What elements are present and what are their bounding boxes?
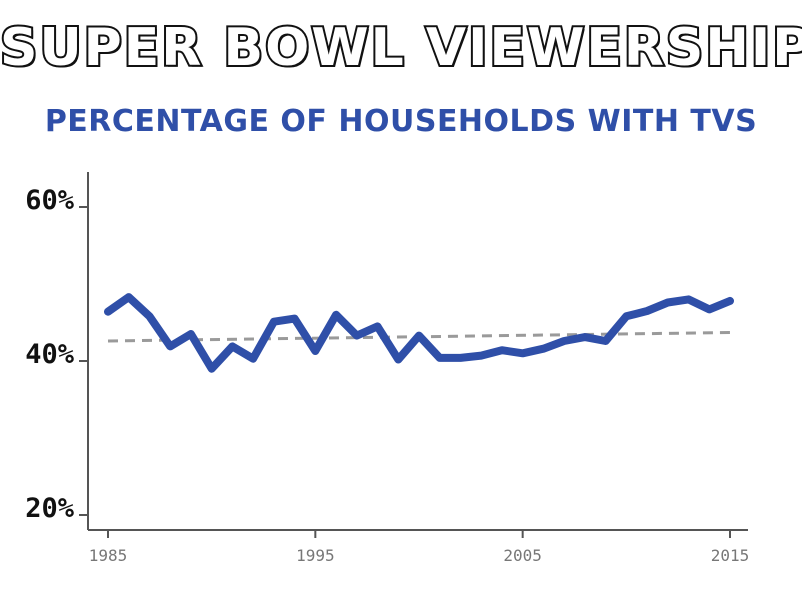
data-point bbox=[541, 346, 546, 351]
y-tick-label: 60% bbox=[25, 185, 75, 216]
series-group bbox=[104, 293, 734, 373]
y-tick-label: 40% bbox=[25, 339, 75, 370]
chart-subtitle: PERCENTAGE OF HOUSEHOLDS WITH TVS bbox=[44, 104, 758, 139]
data-point bbox=[437, 355, 442, 360]
y-tick-label: 20% bbox=[25, 493, 75, 524]
data-point bbox=[603, 338, 608, 343]
data-point bbox=[354, 333, 359, 338]
data-point bbox=[106, 309, 110, 314]
data-point bbox=[375, 324, 380, 329]
data-point bbox=[417, 333, 421, 338]
data-point bbox=[562, 338, 567, 343]
data-point bbox=[334, 312, 339, 317]
x-tick-label: 2005 bbox=[503, 546, 542, 565]
x-tick-label: 1985 bbox=[89, 546, 128, 565]
data-point bbox=[230, 344, 235, 349]
data-point bbox=[396, 357, 401, 362]
data-point bbox=[126, 295, 131, 300]
data-point bbox=[520, 351, 525, 356]
axis-ticks: 20% 40% 60% 1985 1995 2005 2015 bbox=[25, 185, 749, 565]
data-point bbox=[624, 314, 629, 319]
data-point bbox=[582, 335, 587, 340]
x-tick-label: 1995 bbox=[296, 546, 335, 565]
data-point bbox=[147, 314, 152, 319]
x-tick-label: 2015 bbox=[711, 546, 750, 565]
data-point bbox=[271, 319, 276, 324]
data-point bbox=[251, 356, 256, 361]
data-point bbox=[707, 307, 712, 312]
data-point bbox=[728, 298, 732, 303]
chart-title: SUPER BOWL VIEWERSHIP bbox=[0, 16, 802, 80]
data-point bbox=[479, 353, 484, 358]
data-point bbox=[188, 332, 193, 337]
data-point bbox=[686, 297, 691, 302]
data-point bbox=[645, 308, 650, 313]
data-point bbox=[458, 355, 463, 360]
data-point bbox=[209, 366, 214, 371]
data-point bbox=[499, 348, 504, 353]
data-point bbox=[168, 344, 173, 349]
data-point bbox=[292, 316, 297, 321]
data-point bbox=[313, 348, 318, 353]
data-point bbox=[665, 300, 670, 305]
chart-axes bbox=[87, 172, 748, 531]
